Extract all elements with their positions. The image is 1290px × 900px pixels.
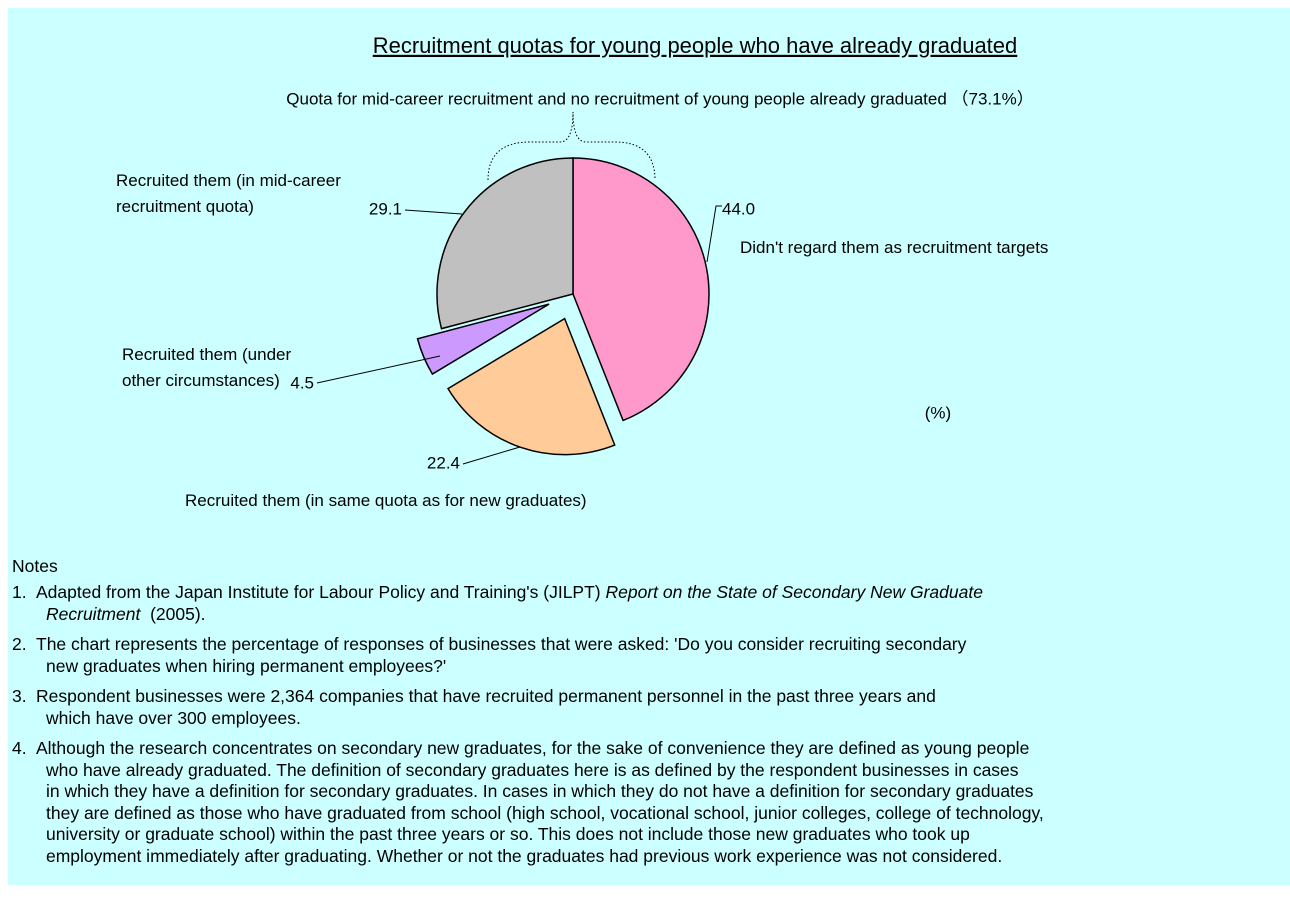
note-number: 3.	[12, 686, 27, 706]
note-line: Although the research concentrates on se…	[36, 738, 1029, 759]
pie	[416, 157, 710, 456]
note-text: who have already graduated. The definiti…	[46, 759, 1019, 780]
note-text: Although the research concentrates on se…	[36, 738, 1030, 758]
note-number: 1.	[12, 582, 27, 602]
annotation: Quota for mid-career recruitment and no …	[286, 89, 1033, 108]
note-text: Respondent businesses were 2,364 compani…	[36, 686, 936, 706]
value-label: 4.5	[290, 373, 314, 392]
leader-line	[404, 209, 463, 215]
leader-line	[462, 446, 521, 465]
note-line: new graduates when hiring permanent empl…	[46, 656, 446, 677]
note-line: The chart represents the percentage of r…	[36, 634, 966, 655]
pie-slice	[572, 157, 710, 422]
note-line: Recruitment (2005).	[46, 604, 206, 625]
bracket	[487, 111, 656, 181]
value-label: 44.0	[722, 199, 755, 218]
category-label: Recruited them (in mid-career recruitmen…	[116, 171, 341, 216]
chart-title: Recruitment quotas for young people who …	[373, 33, 1018, 58]
note-line: university or graduate school) within th…	[46, 824, 970, 845]
pie-slice	[416, 303, 550, 376]
note-line: who have already graduated. The definiti…	[46, 760, 1019, 781]
note-line: they are defined as those who have gradu…	[46, 803, 1044, 824]
note-line: Adapted from the Japan Institute for Lab…	[36, 582, 983, 603]
category-label: Recruited them (in same quota as for new…	[185, 491, 587, 510]
note-text: Report on the State of Secondary New Gra…	[605, 582, 983, 602]
note-text: (2005).	[140, 603, 206, 624]
note-text: university or graduate school) within th…	[46, 824, 970, 844]
background	[8, 8, 1290, 885]
note-line: employment immediately after graduating.…	[46, 846, 1002, 867]
note-text: they are defined as those who have gradu…	[46, 802, 1044, 823]
unit-label: (%)	[925, 403, 951, 422]
note-line: which have over 300 employees.	[46, 708, 301, 729]
note-text: The chart represents the percentage of r…	[36, 634, 967, 654]
category-label: Didn't regard them as recruitment target…	[740, 238, 1049, 257]
category-label: Recruited them (under other circumstance…	[122, 345, 292, 390]
note-text: employment immediately after graduating.…	[46, 845, 1003, 866]
leader-line	[706, 205, 722, 263]
note-number: 2.	[12, 634, 27, 654]
value-label: 29.1	[369, 199, 402, 218]
note-line: in which they have a definition for seco…	[46, 781, 1033, 802]
notes-heading: Notes	[12, 556, 58, 576]
note-line: Respondent businesses were 2,364 compani…	[36, 686, 936, 707]
note-text: in which they have a definition for seco…	[46, 781, 1034, 801]
value-label: 22.4	[427, 453, 460, 472]
note-text: new graduates when hiring permanent empl…	[46, 655, 447, 676]
note-text: which have over 300 employees.	[46, 707, 301, 728]
note-text: Recruitment	[46, 603, 141, 624]
pie-slice	[447, 317, 616, 456]
leader-line	[316, 355, 441, 384]
pie-slice	[436, 157, 574, 330]
note-text: Adapted from the Japan Institute for Lab…	[36, 582, 606, 602]
note-number: 4.	[12, 738, 27, 758]
